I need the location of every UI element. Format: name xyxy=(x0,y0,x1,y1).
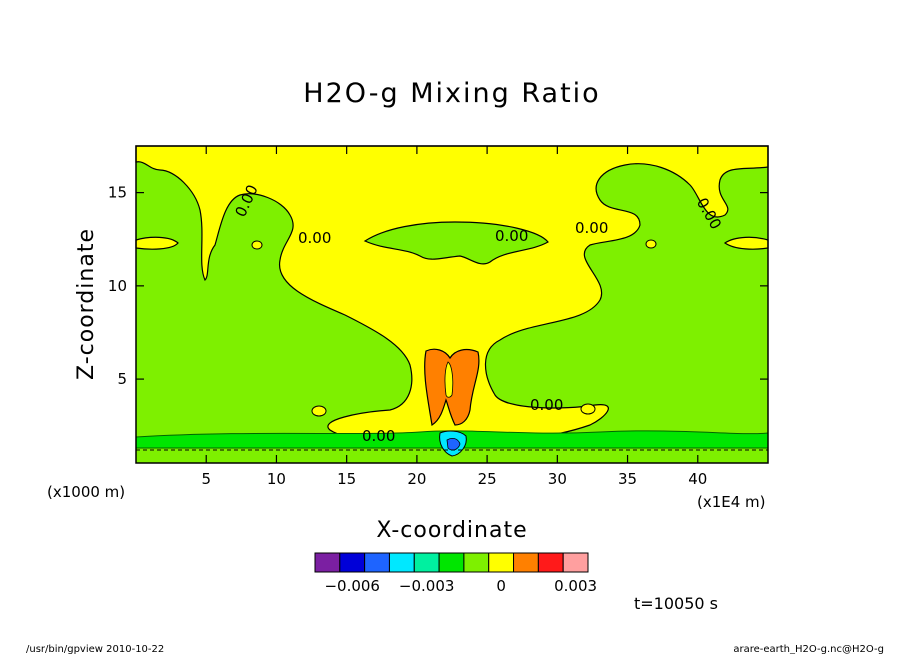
contour-label: 0.00 xyxy=(530,396,563,414)
y-axis: 5 10 15 xyxy=(108,184,768,388)
x-axis: 5 10 15 20 25 30 35 40 xyxy=(201,146,707,488)
x-tick-label: 25 xyxy=(478,470,497,488)
footer-right: arare-earth_H2O-g.nc@H2O-g xyxy=(733,644,884,654)
contour-region-blue xyxy=(446,437,461,451)
contour-region-right-band xyxy=(723,236,769,250)
contour-label: 0.00 xyxy=(495,227,528,245)
plot-frame xyxy=(135,145,769,464)
footer-left: /usr/bin/gpview 2010-10-22 xyxy=(26,644,164,654)
colorbar-label: 0.003 xyxy=(554,577,597,595)
y-axis-label: Z-coordinate xyxy=(74,228,99,380)
x-tick-label: 40 xyxy=(688,470,707,488)
contour-region-left-band xyxy=(135,236,179,250)
colorbar-swatch xyxy=(513,552,539,573)
colorbar-labels: −0.006 −0.003 0 0.003 xyxy=(324,577,597,595)
x-axis-label: X-coordinate xyxy=(376,518,527,543)
x-tick-label: 30 xyxy=(548,470,567,488)
y-tick-label: 10 xyxy=(108,277,127,295)
y-tick-label: 15 xyxy=(108,184,127,202)
colorbar-swatch xyxy=(438,552,465,573)
y-unit-label: (x1000 m) xyxy=(47,483,125,501)
contour-blob xyxy=(645,239,657,249)
colorbar-swatch xyxy=(562,552,589,573)
x-tick-label: 35 xyxy=(618,470,637,488)
colorbar-swatch xyxy=(364,552,390,573)
time-label: t=10050 s xyxy=(634,594,718,613)
x-unit-label: (x1E4 m) xyxy=(697,493,766,511)
colorbar-swatch xyxy=(314,552,341,573)
colorbar-swatch xyxy=(488,552,515,573)
x-tick-label: 5 xyxy=(201,470,211,488)
x-tick-label: 15 xyxy=(337,470,356,488)
colorbar-swatch xyxy=(339,552,366,573)
contour-label: 0.00 xyxy=(575,219,608,237)
contour-label: 0.00 xyxy=(362,427,395,445)
contour-region-upper xyxy=(135,145,769,442)
x-tick-label: 10 xyxy=(267,470,286,488)
chart-title: H2O-g Mixing Ratio xyxy=(303,78,600,109)
contour-label: 0.00 xyxy=(298,229,331,247)
colorbar-label: −0.003 xyxy=(399,577,455,595)
contour-blob xyxy=(251,240,263,250)
colorbar-label: −0.006 xyxy=(324,577,380,595)
colorbar xyxy=(314,552,589,573)
contour-region-pocket xyxy=(363,221,549,265)
contour-region-plume-core xyxy=(444,361,454,398)
colorbar-swatch xyxy=(413,552,440,573)
x-tick-label: 20 xyxy=(407,470,426,488)
contour-blob xyxy=(311,405,327,417)
contour-blob xyxy=(580,403,596,415)
plot-area: 0.00 0.00 0.00 0.00 0.00 0.00 0.00 xyxy=(135,145,769,464)
y-tick-label: 5 xyxy=(117,370,127,388)
colorbar-swatch xyxy=(537,552,564,573)
colorbar-swatch xyxy=(388,552,415,573)
colorbar-swatch xyxy=(463,552,490,573)
colorbar-label: 0 xyxy=(496,577,506,595)
